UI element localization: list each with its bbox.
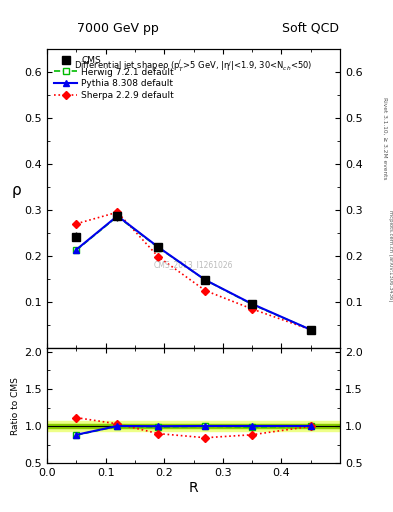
Text: 7000 GeV pp: 7000 GeV pp — [77, 22, 159, 35]
Text: Differential jet shapeρ (p$_T^j$>5 GeV, |η$^j$|<1.9, 30<N$_{ch}$<50): Differential jet shapeρ (p$_T^j$>5 GeV, … — [74, 58, 313, 74]
Legend: CMS, Herwig 7.2.1 default, Pythia 8.308 default, Sherpa 2.2.9 default: CMS, Herwig 7.2.1 default, Pythia 8.308 … — [51, 53, 177, 103]
Text: mcplots.cern.ch [arXiv:1306.3436]: mcplots.cern.ch [arXiv:1306.3436] — [388, 210, 393, 302]
Bar — [47, 424, 340, 429]
Text: Soft QCD: Soft QCD — [282, 22, 339, 35]
Y-axis label: Ratio to CMS: Ratio to CMS — [11, 377, 20, 435]
X-axis label: R: R — [189, 481, 198, 495]
Text: CMS_2013_I1261026: CMS_2013_I1261026 — [154, 260, 233, 269]
Bar — [47, 421, 340, 432]
Text: Rivet 3.1.10, ≥ 3.2M events: Rivet 3.1.10, ≥ 3.2M events — [383, 97, 387, 180]
Y-axis label: ρ: ρ — [11, 183, 21, 198]
